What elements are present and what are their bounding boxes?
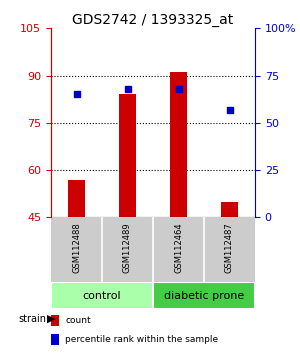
Title: GDS2742 / 1393325_at: GDS2742 / 1393325_at xyxy=(72,13,234,27)
Bar xyxy=(118,95,136,217)
Text: strain: strain xyxy=(18,314,46,324)
Text: GSM112488: GSM112488 xyxy=(72,223,81,273)
Bar xyxy=(169,73,188,217)
Text: GSM112487: GSM112487 xyxy=(225,223,234,273)
Text: GSM112489: GSM112489 xyxy=(123,223,132,273)
Text: GSM112464: GSM112464 xyxy=(174,223,183,273)
Text: control: control xyxy=(83,291,121,301)
Text: ▶: ▶ xyxy=(47,314,56,324)
Text: diabetic prone: diabetic prone xyxy=(164,291,244,301)
Bar xyxy=(51,334,59,345)
Bar xyxy=(51,282,153,309)
Bar xyxy=(220,201,238,217)
Bar xyxy=(153,282,255,309)
Text: count: count xyxy=(65,316,91,325)
Bar xyxy=(51,315,59,326)
Bar xyxy=(68,179,85,217)
Text: percentile rank within the sample: percentile rank within the sample xyxy=(65,335,218,344)
